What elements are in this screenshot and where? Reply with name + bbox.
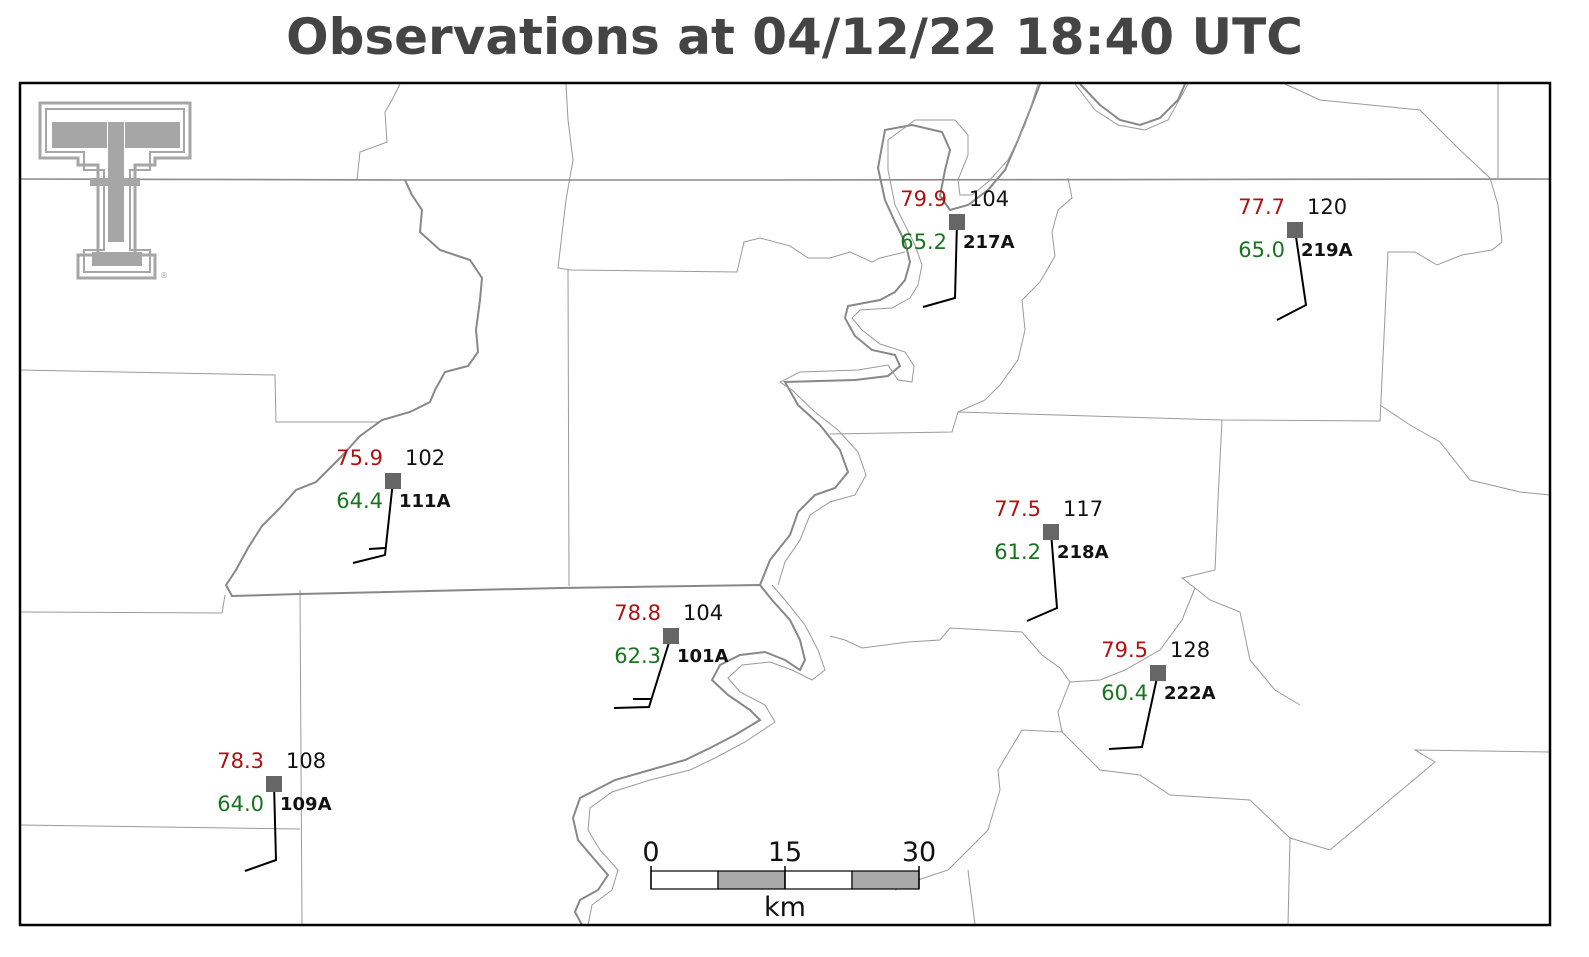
- scale-tick-label: 0: [642, 837, 659, 868]
- station-plot: 78.3 108 64.0 109A: [217, 749, 332, 872]
- scale-segment: [784, 870, 853, 890]
- map-title: Observations at 04/12/22 18:40 UTC: [286, 8, 1303, 66]
- station-plot: 79.9 104 65.2 217A: [900, 187, 1015, 308]
- pressure-label: 108: [286, 749, 326, 773]
- temperature-label: 77.5: [994, 497, 1041, 521]
- wind-barb-half-flag: [368, 547, 386, 550]
- station-marker: [1043, 524, 1059, 540]
- station-id-label: 101A: [677, 646, 729, 667]
- pressure-label: 128: [1170, 638, 1210, 662]
- dewpoint-label: 64.0: [217, 792, 264, 816]
- station-id-label: 222A: [1164, 683, 1216, 704]
- scale-segment: [851, 870, 920, 890]
- dewpoint-label: 61.2: [994, 540, 1041, 564]
- dewpoint-label: 65.2: [900, 230, 947, 254]
- dewpoint-label: 65.0: [1238, 238, 1285, 262]
- scale-tick-label: 30: [902, 837, 936, 868]
- station-marker: [266, 776, 282, 792]
- svg-text:®: ®: [160, 271, 168, 280]
- wind-barb: [1026, 531, 1059, 622]
- map-frame: [18, 81, 1552, 927]
- station-id-label: 109A: [280, 794, 332, 815]
- basemap: [20, 83, 1550, 925]
- scale-bar: 0 15 30 km: [642, 837, 936, 923]
- state-boundaries: [20, 178, 1550, 181]
- station-plot: 77.7 120 65.0 219A: [1238, 195, 1353, 321]
- river-banks: [587, 83, 1189, 925]
- scale-tick-label: 15: [768, 837, 802, 868]
- river: [224, 83, 1186, 925]
- station-marker: [1150, 665, 1166, 681]
- station-marker: [949, 214, 965, 230]
- station-marker: [663, 628, 679, 644]
- temperature-label: 79.5: [1101, 638, 1148, 662]
- wind-barb: [1276, 229, 1308, 321]
- scale-segment: [717, 870, 786, 890]
- wind-barb: [922, 221, 958, 308]
- wind-barb: [1108, 672, 1159, 750]
- station-id-label: 111A: [399, 491, 451, 512]
- wind-barb: [244, 783, 278, 872]
- station-plot: 75.9 102 64.4 111A: [336, 446, 451, 564]
- wind-barb: [352, 480, 394, 564]
- station-id-label: 217A: [963, 232, 1015, 253]
- wind-barb: [613, 635, 672, 709]
- dewpoint-label: 62.3: [614, 644, 661, 668]
- temperature-label: 75.9: [336, 446, 383, 470]
- pressure-label: 120: [1307, 195, 1347, 219]
- dewpoint-label: 64.4: [336, 489, 383, 513]
- temperature-label: 78.8: [614, 601, 661, 625]
- temperature-label: 78.3: [217, 749, 264, 773]
- dewpoint-label: 60.4: [1101, 681, 1148, 705]
- pressure-label: 104: [683, 601, 723, 625]
- scale-segment: [650, 870, 719, 890]
- pressure-label: 117: [1063, 497, 1103, 521]
- station-marker: [1287, 222, 1303, 238]
- station-plot: 77.5 117 61.2 218A: [994, 497, 1109, 622]
- pressure-label: 102: [405, 446, 445, 470]
- station-plot: 78.8 104 62.3 101A: [613, 601, 729, 709]
- scale-unit-label: km: [764, 892, 806, 923]
- station-plot: 79.5 128 60.4 222A: [1101, 638, 1216, 750]
- pressure-label: 104: [969, 187, 1009, 211]
- double-t-logo: ®: [38, 101, 192, 280]
- temperature-label: 79.9: [900, 187, 947, 211]
- station-id-label: 219A: [1301, 240, 1353, 261]
- temperature-label: 77.7: [1238, 195, 1285, 219]
- station-marker: [385, 473, 401, 489]
- station-plots: 79.9 104 65.2 217A 77.7 120 65.0 219A 75.9 102 64.…: [217, 187, 1353, 872]
- station-id-label: 218A: [1057, 542, 1109, 563]
